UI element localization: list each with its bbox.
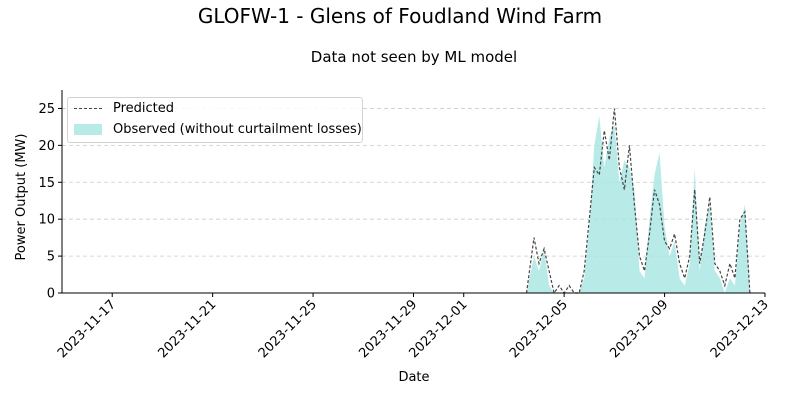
x-axis-label: Date bbox=[398, 370, 429, 385]
y-tick-label-20: 20 bbox=[38, 139, 55, 154]
x-tick-label-2023-11-21: 2023-11-21 bbox=[155, 297, 219, 361]
legend: Predicted Observed (without curtailment … bbox=[67, 97, 363, 143]
x-tick-label-2023-11-25: 2023-11-25 bbox=[256, 297, 320, 361]
legend-label-predicted: Predicted bbox=[113, 101, 175, 116]
figure-suptitle: GLOFW-1 - Glens of Foudland Wind Farm bbox=[197, 4, 603, 28]
y-ticks: 0 5 10 15 20 25 bbox=[38, 102, 62, 302]
legend-item-observed: Observed (without curtailment losses) bbox=[74, 122, 362, 137]
legend-label-observed: Observed (without curtailment losses) bbox=[113, 122, 362, 137]
x-tick-label-2023-12-09: 2023-12-09 bbox=[607, 297, 671, 361]
x-tick-label-2023-11-17: 2023-11-17 bbox=[55, 297, 119, 361]
y-tick-label-5: 5 bbox=[47, 250, 55, 265]
y-gridlines bbox=[62, 108, 765, 257]
observed-area bbox=[526, 115, 750, 293]
observed-area-layer bbox=[526, 115, 750, 293]
legend-item-predicted: Predicted bbox=[74, 101, 174, 116]
x-ticks: 2023-11-17 2023-11-21 2023-11-25 2023-11-29… bbox=[55, 293, 772, 361]
x-tick-label-2023-12-13: 2023-12-13 bbox=[708, 297, 772, 361]
legend-swatch-filled-area bbox=[74, 124, 102, 135]
y-tick-label-15: 15 bbox=[38, 176, 55, 191]
y-tick-label-10: 10 bbox=[38, 213, 55, 228]
x-tick-label-2023-12-05: 2023-12-05 bbox=[507, 297, 571, 361]
y-tick-label-0: 0 bbox=[47, 287, 55, 302]
y-axis-label: Power Output (MW) bbox=[14, 134, 29, 261]
chart-title: Data not seen by ML model bbox=[311, 48, 517, 66]
y-tick-label-25: 25 bbox=[38, 102, 55, 117]
legend-swatch-dashed-line bbox=[74, 108, 102, 109]
